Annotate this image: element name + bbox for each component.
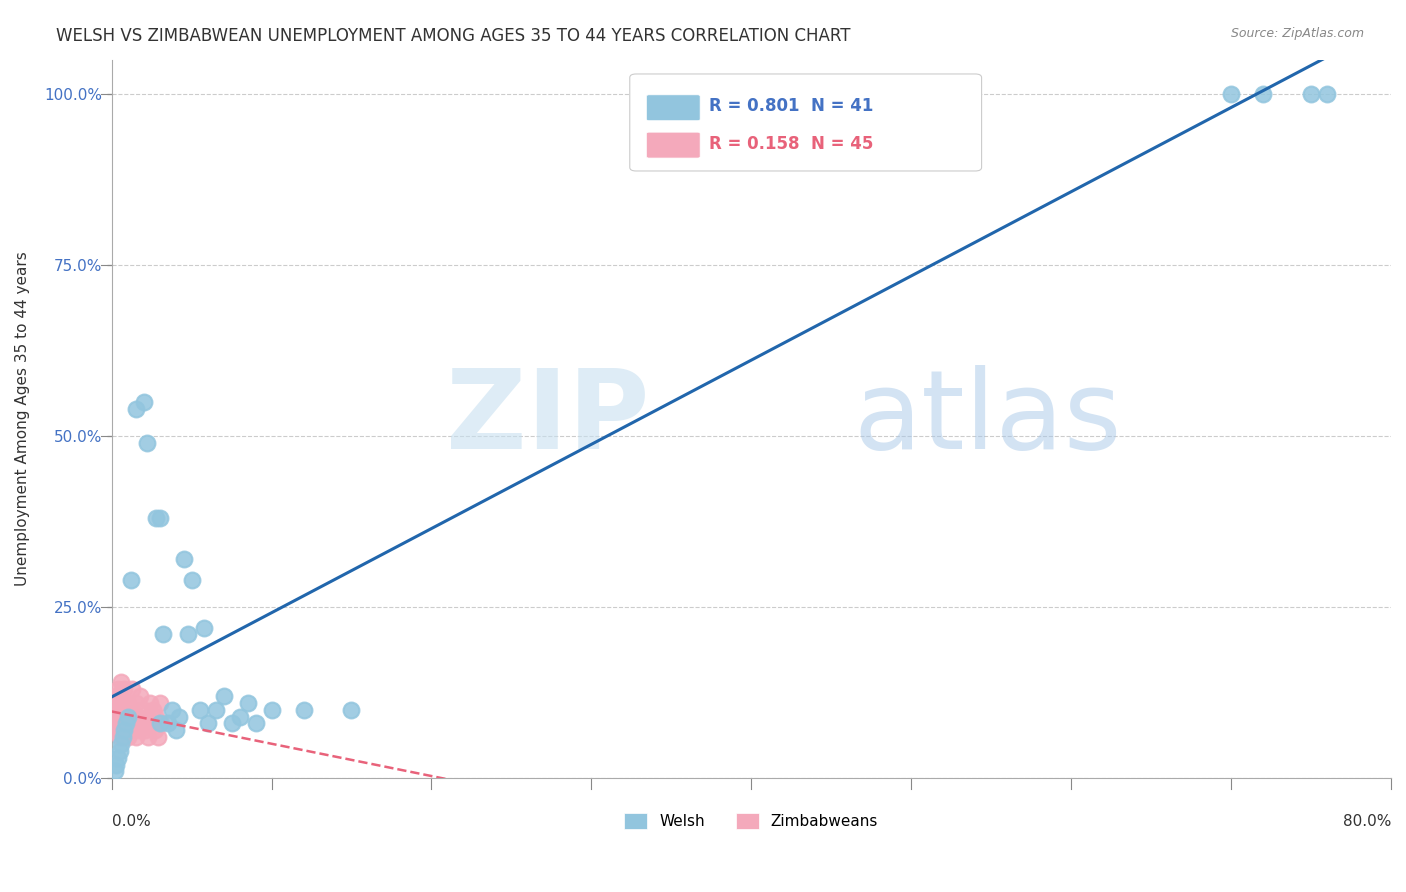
Point bbox=[107, 750, 129, 764]
Point bbox=[111, 716, 134, 731]
Point bbox=[149, 716, 172, 731]
Point bbox=[120, 573, 142, 587]
Point bbox=[117, 709, 139, 723]
Point bbox=[110, 737, 132, 751]
Point bbox=[110, 675, 132, 690]
Point bbox=[165, 723, 187, 738]
Point bbox=[1316, 87, 1339, 101]
Point bbox=[115, 716, 138, 731]
Point bbox=[115, 703, 138, 717]
Point bbox=[129, 689, 152, 703]
Point bbox=[138, 730, 160, 744]
Point bbox=[145, 709, 167, 723]
Point bbox=[118, 709, 141, 723]
FancyBboxPatch shape bbox=[647, 132, 700, 158]
Point bbox=[135, 435, 157, 450]
Point bbox=[107, 703, 129, 717]
Point bbox=[108, 744, 131, 758]
Point bbox=[128, 723, 150, 738]
Point bbox=[145, 511, 167, 525]
Point bbox=[115, 716, 138, 731]
Point bbox=[204, 703, 226, 717]
Point bbox=[149, 511, 172, 525]
Point bbox=[124, 401, 146, 416]
Point bbox=[112, 723, 135, 738]
Point bbox=[103, 723, 125, 738]
Point bbox=[1299, 87, 1322, 101]
Point bbox=[104, 709, 127, 723]
FancyBboxPatch shape bbox=[630, 74, 981, 171]
Point bbox=[167, 709, 190, 723]
Point bbox=[124, 730, 146, 744]
Text: Source: ZipAtlas.com: Source: ZipAtlas.com bbox=[1230, 27, 1364, 40]
Point bbox=[117, 730, 139, 744]
Text: WELSH VS ZIMBABWEAN UNEMPLOYMENT AMONG AGES 35 TO 44 YEARS CORRELATION CHART: WELSH VS ZIMBABWEAN UNEMPLOYMENT AMONG A… bbox=[56, 27, 851, 45]
Point bbox=[150, 716, 173, 731]
Point bbox=[108, 709, 131, 723]
Text: 80.0%: 80.0% bbox=[1343, 814, 1391, 830]
Point bbox=[1220, 87, 1243, 101]
Y-axis label: Unemployment Among Ages 35 to 44 years: Unemployment Among Ages 35 to 44 years bbox=[15, 252, 30, 586]
Point bbox=[143, 723, 166, 738]
Point bbox=[111, 730, 134, 744]
Point bbox=[105, 689, 128, 703]
Point bbox=[110, 723, 132, 738]
Point bbox=[139, 696, 162, 710]
Point bbox=[197, 716, 219, 731]
Point bbox=[146, 730, 169, 744]
Point bbox=[236, 696, 259, 710]
Text: R = 0.801  N = 41: R = 0.801 N = 41 bbox=[709, 97, 873, 115]
Point bbox=[212, 689, 235, 703]
Point bbox=[104, 696, 127, 710]
Point bbox=[132, 394, 155, 409]
Point bbox=[127, 709, 149, 723]
Point bbox=[117, 696, 139, 710]
Point bbox=[122, 716, 145, 731]
Point bbox=[121, 703, 143, 717]
Point bbox=[105, 757, 128, 772]
Point bbox=[152, 627, 174, 641]
Point bbox=[173, 552, 195, 566]
Point bbox=[149, 696, 172, 710]
Point bbox=[105, 716, 128, 731]
Point bbox=[180, 573, 202, 587]
FancyBboxPatch shape bbox=[647, 95, 700, 120]
Point bbox=[141, 716, 163, 731]
Point bbox=[292, 703, 315, 717]
Point bbox=[221, 716, 243, 731]
Point bbox=[112, 723, 135, 738]
Point bbox=[108, 730, 131, 744]
Point bbox=[156, 716, 179, 731]
Legend: Welsh, Zimbabweans: Welsh, Zimbabweans bbox=[619, 807, 884, 835]
Point bbox=[111, 696, 134, 710]
Point bbox=[659, 87, 682, 101]
Point bbox=[110, 703, 132, 717]
Point bbox=[104, 764, 127, 779]
Point bbox=[131, 716, 153, 731]
Point bbox=[260, 703, 283, 717]
Point bbox=[134, 723, 156, 738]
Point bbox=[112, 682, 135, 697]
Point bbox=[1251, 87, 1274, 101]
Point bbox=[188, 703, 211, 717]
Text: R = 0.158  N = 45: R = 0.158 N = 45 bbox=[709, 135, 873, 153]
Point bbox=[108, 689, 131, 703]
Point bbox=[120, 723, 142, 738]
Point bbox=[193, 621, 215, 635]
Text: ZIP: ZIP bbox=[446, 366, 650, 473]
Point bbox=[121, 682, 143, 697]
Text: atlas: atlas bbox=[853, 366, 1122, 473]
Text: 0.0%: 0.0% bbox=[111, 814, 150, 830]
Point bbox=[135, 709, 157, 723]
Point bbox=[177, 627, 200, 641]
Point bbox=[107, 682, 129, 697]
Point bbox=[245, 716, 267, 731]
Point bbox=[124, 696, 146, 710]
Point bbox=[142, 703, 165, 717]
Point bbox=[228, 709, 250, 723]
Point bbox=[162, 703, 184, 717]
Point bbox=[132, 703, 155, 717]
Point bbox=[340, 703, 363, 717]
Point bbox=[107, 723, 129, 738]
